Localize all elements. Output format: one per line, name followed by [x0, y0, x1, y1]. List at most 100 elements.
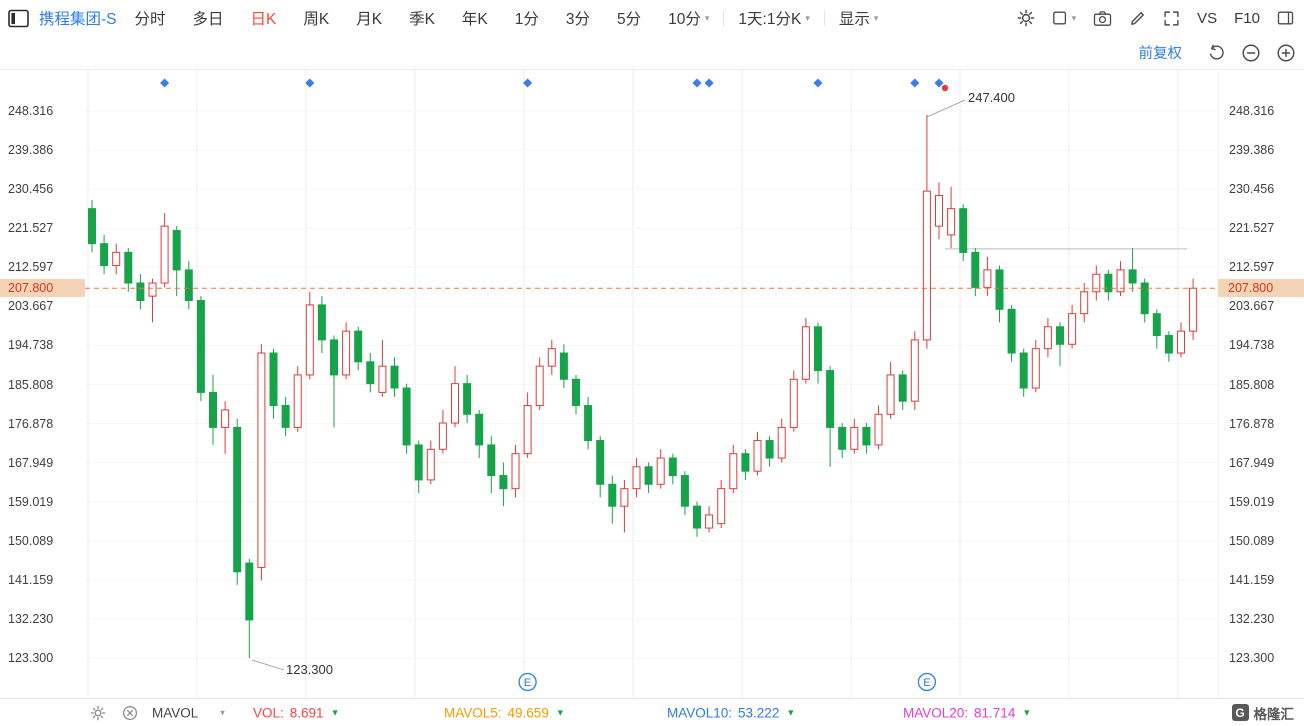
candle	[305, 304, 314, 376]
price-tick: 221.527	[8, 221, 54, 236]
legend-vol: VOL: 8.691 ▼	[253, 705, 340, 720]
triangle-down-icon: ▼	[786, 707, 796, 718]
legend-mavol20: MAVOL20: 81.714 ▼	[903, 705, 1032, 720]
price-tick: 230.456	[8, 182, 54, 197]
pencil-draw-icon[interactable]	[1129, 10, 1146, 27]
period-item-2[interactable]: 日K	[250, 11, 277, 28]
earnings-marker-icon	[518, 672, 537, 692]
price-tick: 141.159	[1229, 572, 1275, 587]
event-diamond-icon	[523, 78, 533, 88]
price-tick: 150.089	[8, 533, 54, 548]
candle	[584, 405, 593, 442]
candle	[1092, 273, 1101, 293]
chevron-down-icon: ▾	[1071, 12, 1077, 23]
period-item-1[interactable]: 多日	[192, 11, 224, 28]
candle	[1177, 330, 1185, 354]
price-tick: 150.089	[1229, 533, 1275, 548]
event-diamond-icon	[305, 78, 315, 88]
candle	[330, 339, 338, 376]
candle	[499, 475, 508, 490]
price-tick: 239.386	[8, 143, 54, 158]
candle	[608, 483, 617, 507]
triangle-down-icon: ▼	[1022, 707, 1032, 718]
toolbar-icons: ▾ VS F10	[1017, 9, 1294, 27]
vs-button[interactable]: VS	[1197, 9, 1218, 27]
candle	[378, 365, 387, 393]
display-selector[interactable]: 显示 ▾	[839, 7, 879, 29]
candlestick-chart-area: 248.316 239.386 230.456 221.527 212.597 203.6…	[0, 70, 1304, 698]
candle	[959, 208, 968, 253]
candle	[1189, 287, 1198, 332]
candle	[850, 426, 859, 450]
period-item-0[interactable]: 分时	[134, 11, 166, 28]
candle	[281, 405, 290, 428]
zoom-out-icon[interactable]	[1241, 43, 1261, 63]
candle	[898, 374, 907, 402]
high-annotation-line	[926, 99, 966, 118]
period-item-8[interactable]: 3分	[565, 11, 591, 28]
f10-button[interactable]: F10	[1234, 9, 1260, 27]
indicator-settings-icon[interactable]	[90, 705, 106, 721]
divider	[723, 10, 725, 26]
panel-toggle-icon[interactable]	[1277, 10, 1294, 26]
undo-icon[interactable]	[1207, 43, 1226, 62]
current-price-tag-right: 207.800	[1218, 279, 1304, 298]
candle	[753, 440, 762, 472]
candle	[1128, 269, 1137, 284]
price-tick: 176.878	[8, 416, 54, 431]
earnings-marker-glyph: E	[923, 677, 930, 689]
candle	[656, 457, 665, 485]
period-item-9[interactable]: 5分	[617, 11, 642, 28]
adjust-mode-button[interactable]: 前复权	[1138, 46, 1183, 62]
fullscreen-icon[interactable]	[1163, 10, 1180, 27]
candle	[160, 225, 169, 284]
period-item-7[interactable]: 1分	[514, 11, 539, 28]
price-tick: 212.597	[1229, 260, 1275, 275]
indicator-bar: MAVOL ▾ VOL: 8.691 ▼ MAVOL5: 49.659 ▼ MAVOL10:…	[0, 698, 1304, 726]
candle	[124, 251, 133, 284]
candle	[257, 352, 266, 568]
candle	[511, 453, 520, 490]
candle	[705, 514, 714, 529]
candle	[1152, 313, 1161, 337]
zoom-in-icon[interactable]	[1276, 43, 1296, 63]
candle	[838, 426, 847, 450]
indicator-close-icon[interactable]	[122, 705, 138, 721]
price-axis-left: 248.316 239.386 230.456 221.527 212.597 203.6…	[0, 70, 85, 698]
current-price-tag-left: 207.800	[0, 279, 85, 298]
period-item-6[interactable]: 年K	[461, 11, 488, 28]
candle	[112, 251, 121, 267]
candle	[741, 453, 750, 472]
candle	[366, 361, 375, 385]
price-tick: 159.019	[1229, 494, 1275, 509]
interval-selector[interactable]: 1天:1分K ▾	[738, 7, 809, 29]
settings-gear-icon[interactable]	[1017, 9, 1035, 27]
price-tick: 248.316	[8, 104, 54, 118]
candle	[1104, 273, 1113, 293]
price-tick: 248.316	[1229, 104, 1275, 118]
period-item-3[interactable]: 周K	[303, 11, 330, 28]
candle	[922, 190, 931, 341]
candle	[874, 413, 883, 446]
camera-icon[interactable]	[1093, 10, 1112, 27]
stock-name[interactable]: 携程集团-S	[39, 11, 117, 28]
chevron-down-icon: ▾	[704, 12, 710, 23]
candle	[100, 243, 109, 267]
period-item-5[interactable]: 季K	[409, 11, 435, 28]
price-tick: 123.300	[1229, 651, 1275, 665]
candle	[342, 330, 351, 376]
period-item-4[interactable]: 月K	[356, 11, 383, 28]
candle	[826, 370, 835, 428]
event-diamond-icon	[160, 78, 170, 88]
price-tick: 132.230	[8, 611, 54, 626]
gelonghui-logo-text: 格隆汇	[1253, 706, 1295, 722]
chart-layout-icon[interactable]	[8, 9, 29, 28]
period-item-10[interactable]: 10分 ▾	[668, 11, 710, 28]
main-toolbar: 携程集团-S 分时 多日 日K 周K 月K 季K 年K 1分 3分 5分 10分 ▾ 1天:1分K ▾ …	[0, 0, 1304, 36]
candle	[668, 457, 677, 477]
price-tick: 185.808	[8, 377, 54, 392]
indicator-selector[interactable]: MAVOL ▾	[152, 705, 225, 720]
grid-layout-selector[interactable]: ▾	[1052, 10, 1077, 26]
